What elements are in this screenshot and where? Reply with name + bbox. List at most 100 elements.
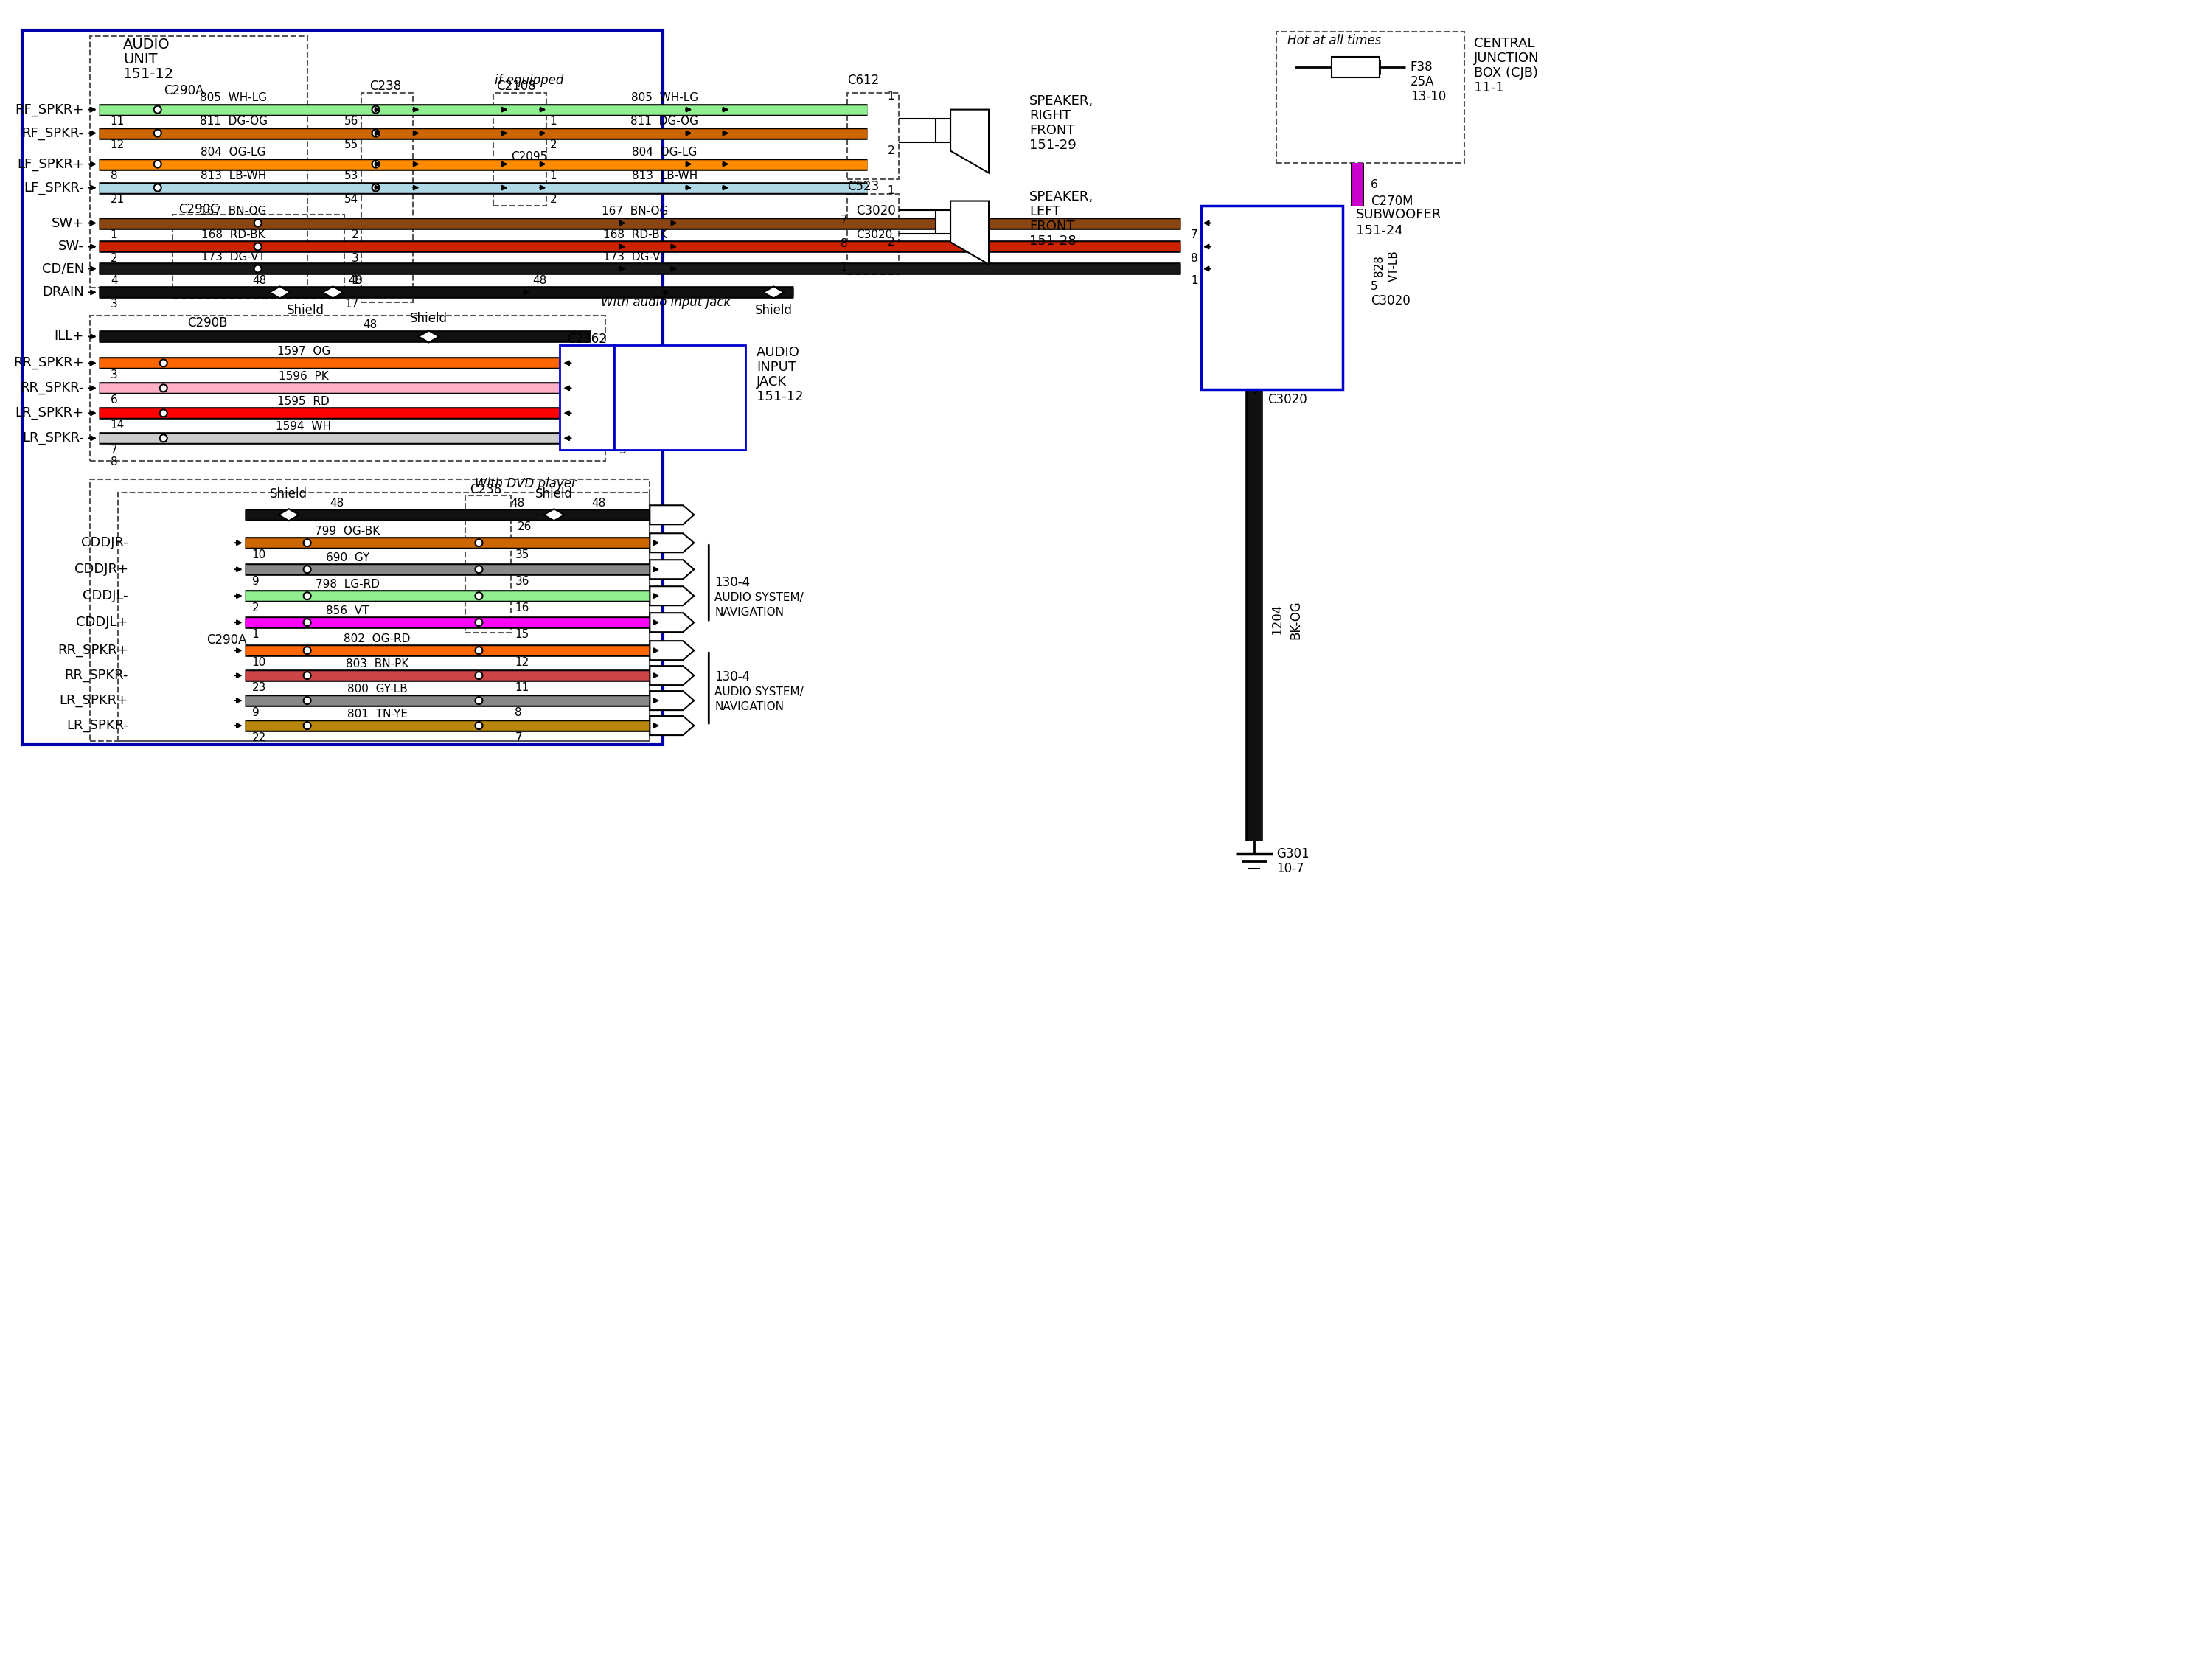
Bar [936,209,951,234]
Text: 15: 15 [515,629,529,640]
Text: Shield: Shield [288,304,325,317]
Text: 1: 1 [619,370,626,380]
Text: 2: 2 [1252,385,1261,397]
Circle shape [476,592,482,599]
Text: 10: 10 [252,549,265,561]
Polygon shape [951,201,989,264]
Text: 813  LB-WH: 813 LB-WH [633,171,697,181]
Text: LF_SPKR-: LF_SPKR- [24,181,84,194]
Polygon shape [650,690,695,710]
Text: 130-4: 130-4 [714,670,750,684]
Circle shape [476,566,482,572]
Bar [91,36,307,289]
Text: 798  LG-RD: 798 LG-RD [316,579,380,589]
Text: 8: 8 [515,707,522,718]
Text: 26: 26 [518,521,531,533]
Text: Shield: Shield [270,488,307,501]
Text: 151-24: 151-24 [1356,224,1402,237]
Text: 11: 11 [111,116,124,126]
Text: J: J [666,562,670,576]
Text: LR_SPKR+: LR_SPKR+ [60,693,128,707]
Text: 2: 2 [549,194,557,206]
Text: SW+: SW+ [51,216,84,229]
Text: C290A: C290A [164,85,204,98]
Text: RIGHT: RIGHT [1029,109,1071,123]
Text: 799  OG-BK: 799 OG-BK [314,526,380,536]
Text: LR_SPKR+: LR_SPKR+ [15,406,84,420]
Text: 10: 10 [252,657,265,669]
Text: Shield: Shield [535,488,573,501]
Text: C290C: C290C [179,202,219,216]
Bar [493,93,546,206]
Text: RR_SPKR+: RR_SPKR+ [58,644,128,657]
Text: 48: 48 [347,275,363,285]
Text: 151-29: 151-29 [1029,138,1077,151]
Circle shape [159,360,168,367]
Text: 151-12: 151-12 [124,68,175,81]
Circle shape [155,106,161,113]
Text: FRONT: FRONT [1029,123,1075,136]
Text: 54: 54 [345,194,358,206]
Text: 167  BN-OG: 167 BN-OG [602,206,668,217]
Bar [1332,56,1380,78]
Polygon shape [763,287,783,299]
Polygon shape [650,586,695,606]
Polygon shape [544,509,564,521]
Text: AUDIO SYSTEM/: AUDIO SYSTEM/ [714,687,803,697]
Text: 23: 23 [252,682,265,693]
Text: LR_SPKR-: LR_SPKR- [66,718,128,732]
Text: RF_SPKR+: RF_SPKR+ [15,103,84,116]
Circle shape [159,385,168,392]
Bar [22,30,664,745]
Text: 804  OG-LG: 804 OG-LG [201,146,265,158]
Text: F38: F38 [1411,60,1433,73]
Text: 805  WH-LG: 805 WH-LG [630,93,699,103]
Text: RF_SPKR-: RF_SPKR- [22,126,84,139]
Text: 811  DG-OG: 811 DG-OG [199,116,268,126]
Text: CENTRAL: CENTRAL [1473,36,1535,50]
Text: CDDJR-: CDDJR- [82,536,128,549]
Text: SPEAKER,: SPEAKER, [1029,189,1093,202]
Circle shape [303,722,312,730]
Text: 8: 8 [111,456,117,468]
Text: 8: 8 [841,239,847,249]
Text: 14: 14 [111,420,124,430]
Text: L: L [664,615,672,629]
Circle shape [303,566,312,572]
Circle shape [476,697,482,703]
Text: VBATT: VBATT [1267,231,1310,244]
Text: 856  VT: 856 VT [325,606,369,615]
Text: CDDJR+: CDDJR+ [75,562,128,576]
Text: 173  DG-VT: 173 DG-VT [201,252,265,262]
Polygon shape [650,559,695,579]
Text: FRONT: FRONT [1029,219,1075,232]
Text: AUDIO SYSTEM/: AUDIO SYSTEM/ [714,592,803,602]
Text: 802  OG-RD: 802 OG-RD [343,634,411,644]
Text: 8: 8 [111,171,117,181]
Text: 55: 55 [345,139,358,151]
Text: G: G [661,508,672,521]
Text: RR_SPKR-: RR_SPKR- [20,382,84,395]
Text: 1: 1 [887,186,894,196]
Bar [91,479,650,742]
Text: 2: 2 [111,252,117,264]
Text: ILL+: ILL+ [55,330,84,343]
Text: 4: 4 [619,420,626,430]
Text: 173  DG-VT: 173 DG-VT [604,252,668,262]
Circle shape [476,539,482,546]
Text: 12: 12 [515,657,529,669]
Text: 48: 48 [363,319,376,330]
Text: if equipped: if equipped [495,73,564,86]
Text: 8: 8 [1190,252,1197,264]
Text: 3: 3 [352,252,358,264]
Text: Hot at all times: Hot at all times [1287,33,1380,46]
Text: 801  TN-YE: 801 TN-YE [347,708,407,720]
Text: 2: 2 [887,237,894,247]
Text: LEFT: LEFT [1029,204,1060,217]
Text: Shield: Shield [754,304,792,317]
Circle shape [303,592,312,599]
Text: RR_SPKR+: RR_SPKR+ [646,357,712,370]
Bar [361,93,414,302]
Text: C3020: C3020 [1267,393,1307,406]
Text: 3: 3 [111,370,117,380]
